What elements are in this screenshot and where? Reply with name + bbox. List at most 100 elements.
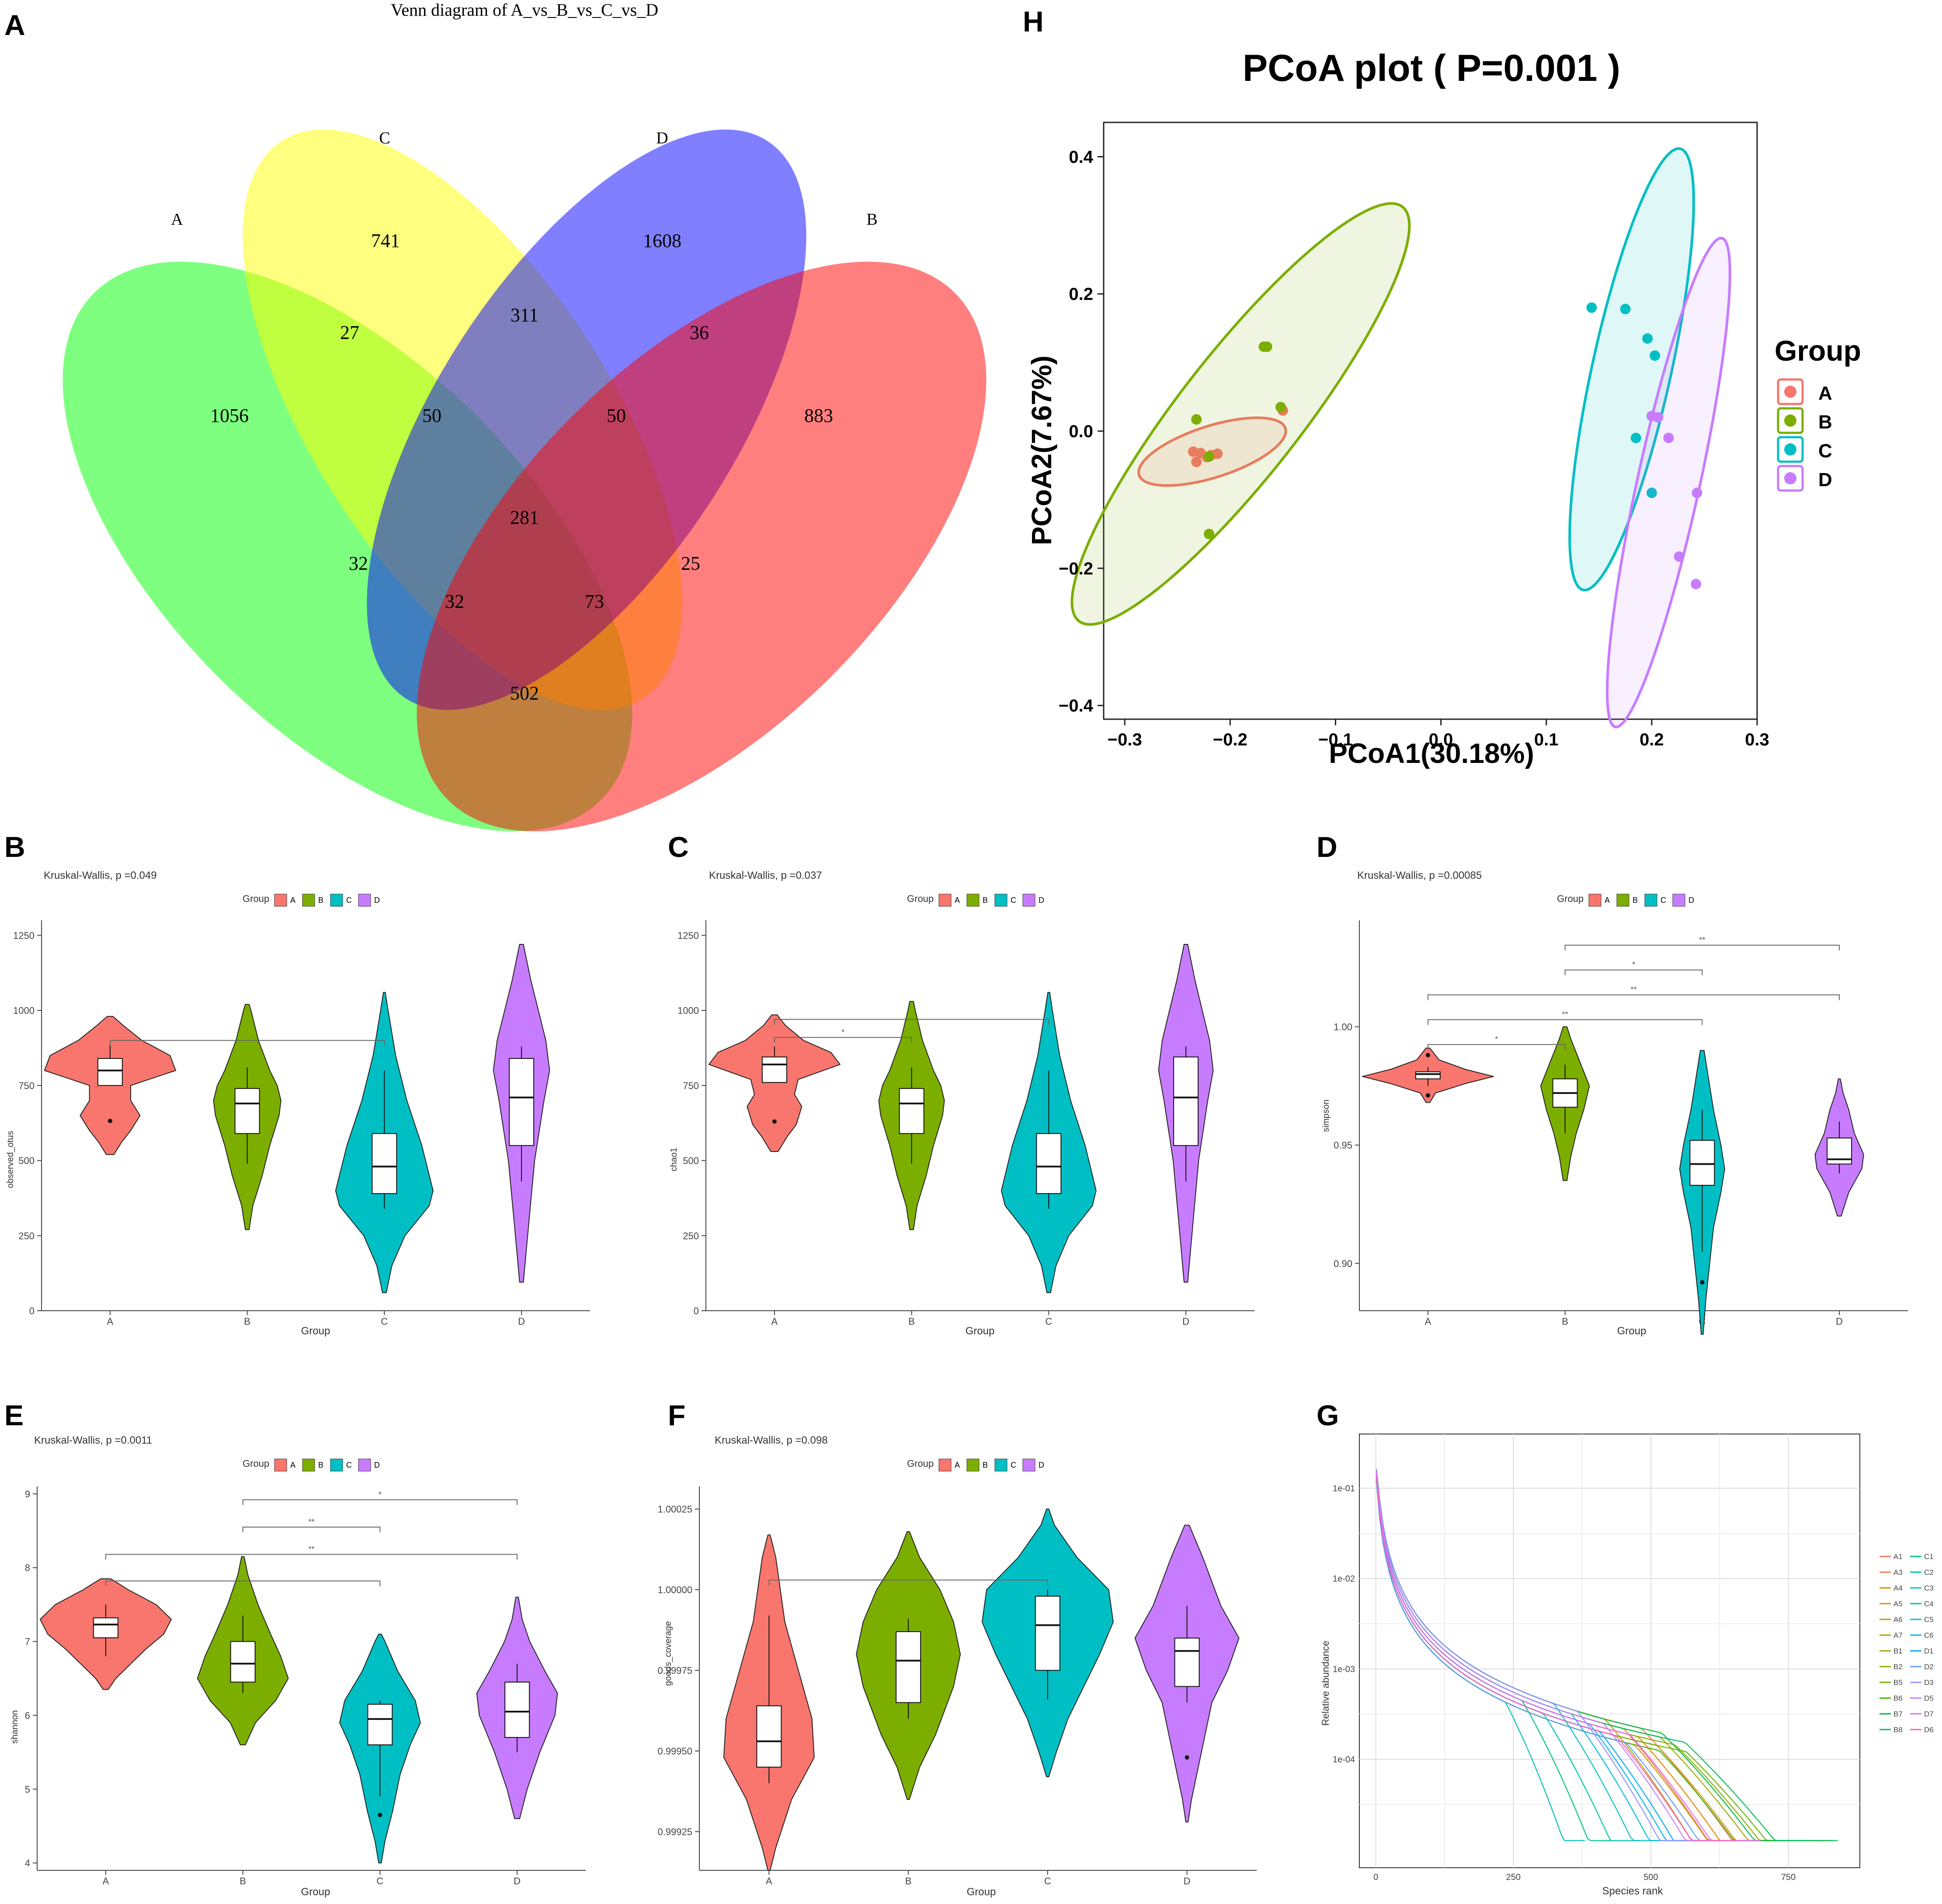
legend-label-b: B <box>983 896 988 905</box>
chao1-significance-bracket <box>774 1037 912 1043</box>
pcoa-x-tick-label: 0.1 <box>1534 730 1559 749</box>
chao1-legend: Group A B C D <box>907 893 1044 907</box>
observed-x-tick-label: C <box>381 1316 388 1327</box>
legend-title: Group <box>243 893 269 904</box>
goods-box-a <box>756 1705 782 1768</box>
goods-y-tick-label: 0.99975 <box>657 1665 692 1676</box>
pcoa-legend-dot-c <box>1784 443 1796 456</box>
pcoa-legend: Group A B C D <box>1775 334 1861 492</box>
rank-legend-label: C4 <box>1924 1600 1934 1608</box>
rank-x-tick-label: 500 <box>1643 1873 1658 1882</box>
legend-key-c <box>1644 894 1657 907</box>
pcoa-plot-frame <box>1103 122 1758 720</box>
observed-significance-bracket <box>109 1040 385 1046</box>
legend-key-a <box>938 1458 952 1472</box>
goods-y-tick-label: 0.99950 <box>657 1746 692 1757</box>
shannon-x-tick-label: B <box>240 1876 246 1887</box>
observed-x-tick-label: B <box>244 1316 250 1327</box>
pcoa-legend-key-a <box>1777 378 1804 405</box>
simpson-y-label: simpson <box>1321 1100 1331 1132</box>
goods-x-label: Group <box>967 1886 996 1898</box>
legend-title: Group <box>907 893 934 904</box>
pcoa-point-c <box>1620 303 1631 314</box>
panel-label-f: F <box>668 1399 685 1431</box>
simpson-significance-label: ** <box>1630 985 1636 994</box>
legend-key-b <box>1616 894 1629 907</box>
legend-label-c: C <box>1011 1461 1016 1469</box>
pcoa-x-label: PCoA1(30.18%) <box>1329 738 1534 769</box>
shannon-y-tick-label: 5 <box>25 1784 30 1795</box>
rank-abundance-panel: Species rank Relative abundance 0 250 500 7… <box>1320 1434 1934 1897</box>
observed-x-label: Group <box>301 1325 330 1337</box>
pcoa-y-tick-label: −0.4 <box>1059 696 1094 716</box>
pcoa-title: PCoA plot ( P=0.001 ) <box>1243 47 1620 89</box>
chao1-x-tick-label: D <box>1182 1316 1189 1327</box>
rank-legend-label: C5 <box>1924 1615 1934 1624</box>
pcoa-x-tick-label: 0.3 <box>1745 730 1769 749</box>
legend-label-d: D <box>1688 896 1694 905</box>
legend-label-a: A <box>290 1461 295 1469</box>
legend-key-d <box>358 894 371 907</box>
rank-line-d3 <box>1376 1469 1695 1841</box>
legend-label-c: C <box>1661 896 1666 905</box>
rank-x-tick-label: 750 <box>1781 1873 1796 1882</box>
pcoa-y-tick-label: −0.2 <box>1059 559 1093 578</box>
chao1-x-tick-label: C <box>1045 1316 1052 1327</box>
rank-legend-label: D7 <box>1924 1710 1934 1718</box>
simpson-outlier <box>1425 1093 1430 1098</box>
observed-legend: Group A B C D <box>243 893 380 907</box>
venn-region-count: 36 <box>690 322 709 343</box>
venn-ellipse-b <box>417 261 987 832</box>
chao1-box-d <box>1173 1056 1199 1146</box>
observed-y-label: observed_otus <box>6 1131 15 1188</box>
shannon-y-tick-label: 9 <box>25 1489 30 1500</box>
chao1-y-tick-label: 0 <box>694 1305 699 1316</box>
pcoa-point-d <box>1653 412 1664 423</box>
shannon-x-tick-label: D <box>514 1876 521 1887</box>
pcoa-point-d <box>1692 487 1702 498</box>
rank-plot-frame <box>1359 1434 1860 1868</box>
shannon-stat-title: Kruskal-Wallis, p =0.0011 <box>34 1434 152 1446</box>
chao1-y-tick-label: 250 <box>683 1230 699 1241</box>
venn-region-count: 50 <box>607 405 626 426</box>
panel-label-g: G <box>1317 1399 1339 1431</box>
pcoa-point-d <box>1691 578 1702 589</box>
chao1-box-a <box>761 1056 787 1083</box>
observed-box-a <box>97 1058 123 1086</box>
simpson-violin-panel: Kruskal-Wallis, p =0.00085 Group simpson… <box>1321 870 1908 1337</box>
venn-set-label-b: B <box>866 210 877 229</box>
chao1-y-tick-label: 750 <box>683 1080 699 1091</box>
shannon-x-label: Group <box>301 1886 330 1898</box>
pcoa-ellipse-d <box>1606 237 1731 729</box>
rank-legend-label: B7 <box>1893 1710 1903 1718</box>
rank-legend-label: A7 <box>1893 1631 1903 1639</box>
venn-title: Venn diagram of A_vs_B_vs_C_vs_D <box>391 0 658 20</box>
goods-stat-title: Kruskal-Wallis, p =0.098 <box>715 1434 828 1446</box>
pcoa-legend-dot-a <box>1784 386 1796 398</box>
venn-region-count: 741 <box>371 230 400 251</box>
panel-label-h: H <box>1023 5 1044 38</box>
simpson-outlier <box>1700 1280 1705 1285</box>
pcoa-legend-key-b <box>1777 407 1804 434</box>
rank-y-tick-label: 1e-03 <box>1333 1664 1355 1674</box>
chao1-x-tick-label: A <box>771 1316 778 1327</box>
observed-y-tick-label: 250 <box>18 1230 35 1241</box>
shannon-significance-label: * <box>379 1490 382 1499</box>
rank-legend-label: B1 <box>1893 1647 1903 1655</box>
chao1-significance-bracket <box>774 1019 1049 1025</box>
pcoa-legend-label-d: D <box>1818 469 1832 491</box>
pcoa-point-c <box>1630 432 1641 443</box>
simpson-x-tick-label: B <box>1562 1316 1568 1327</box>
legend-label-a: A <box>955 896 960 905</box>
pcoa-x-tick-label: −0.2 <box>1213 730 1247 749</box>
legend-label-a: A <box>955 1461 960 1469</box>
pcoa-point-d <box>1663 432 1674 443</box>
shannon-box-c <box>367 1704 393 1745</box>
rank-line-d7 <box>1376 1474 1761 1841</box>
shannon-significance-bracket <box>105 1580 381 1587</box>
simpson-significance-label: * <box>1495 1035 1498 1044</box>
pcoa-point-a <box>1191 456 1202 467</box>
legend-label-c: C <box>1011 896 1016 905</box>
shannon-y-tick-label: 6 <box>25 1710 30 1721</box>
chao1-box-c <box>1036 1133 1062 1194</box>
